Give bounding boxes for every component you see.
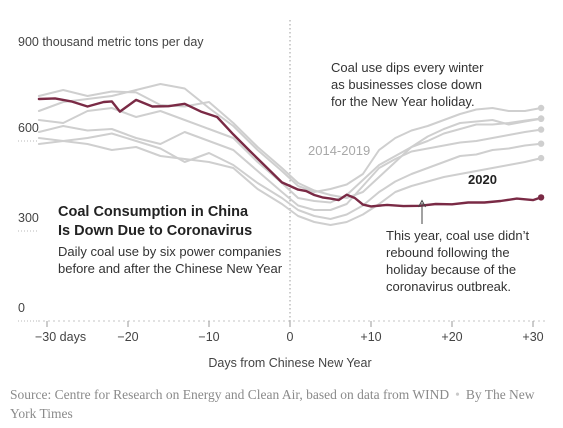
x-tick-label: +30 bbox=[522, 330, 543, 344]
credit-text: By The New York Times bbox=[10, 387, 535, 421]
y-tick-label: 600 bbox=[18, 121, 39, 135]
background-series-line-end-dot bbox=[537, 140, 545, 147]
background-series-line bbox=[37, 132, 543, 220]
winter-dip-annotation: as businesses close down bbox=[331, 77, 482, 92]
x-axis-title: Days from Chinese New Year bbox=[208, 356, 371, 370]
no-rebound-annotation: rebound following the bbox=[386, 245, 510, 260]
x-tick-label: −30 days bbox=[35, 330, 86, 344]
arrow-head bbox=[418, 199, 426, 208]
y-tick-label: 0 bbox=[18, 301, 25, 315]
background-series-line-end-dot bbox=[537, 104, 545, 112]
source-line: Source: Centre for Research on Energy an… bbox=[10, 385, 555, 423]
chart-svg: 0 300 600 900 thousand metric tons per day −… bbox=[18, 20, 548, 370]
chart-subtitle: Daily coal use by six power companies bbox=[58, 244, 282, 259]
range-label: 2014-2019 bbox=[308, 143, 370, 158]
highlight-series-line bbox=[37, 97, 543, 208]
background-series-line bbox=[37, 107, 543, 204]
no-rebound-annotation: holiday because of the bbox=[386, 262, 516, 277]
background-series-line bbox=[37, 89, 543, 199]
no-rebound-annotation: This year, coal use didn’t bbox=[386, 228, 529, 243]
highlight-series-label: 2020 bbox=[468, 172, 497, 187]
y-tick-label: 300 bbox=[18, 211, 39, 225]
y-axis-title: 900 thousand metric tons per day bbox=[18, 35, 204, 49]
no-rebound-annotation: coronavirus outbreak. bbox=[386, 279, 511, 294]
background-series-line bbox=[37, 140, 543, 226]
background-series-line-end-dot bbox=[537, 126, 545, 133]
chart-title: Is Down Due to Coronavirus bbox=[58, 223, 252, 239]
x-tick-label: −10 bbox=[198, 330, 219, 344]
winter-dip-annotation: Coal use dips every winter bbox=[331, 60, 484, 75]
highlight-series-line-end-dot bbox=[537, 194, 545, 201]
winter-dip-annotation: for the New Year holiday. bbox=[331, 94, 475, 109]
chart-title: Coal Consumption in China bbox=[58, 204, 249, 220]
background-series-line-end-dot bbox=[537, 115, 545, 122]
separator-dot: • bbox=[455, 387, 460, 402]
x-tick-label: +10 bbox=[360, 330, 381, 344]
x-tick-label: 0 bbox=[287, 330, 294, 344]
background-series-line-end-dot bbox=[537, 154, 545, 162]
chart-subtitle: before and after the Chinese New Year bbox=[58, 261, 283, 276]
x-tick-label: +20 bbox=[441, 330, 462, 344]
chart: 0 300 600 900 thousand metric tons per day −… bbox=[18, 20, 548, 370]
background-series-line bbox=[37, 125, 543, 211]
background-series-line bbox=[37, 83, 543, 193]
x-tick-label: −20 bbox=[117, 330, 138, 344]
source-text: Source: Centre for Research on Energy an… bbox=[10, 387, 450, 402]
